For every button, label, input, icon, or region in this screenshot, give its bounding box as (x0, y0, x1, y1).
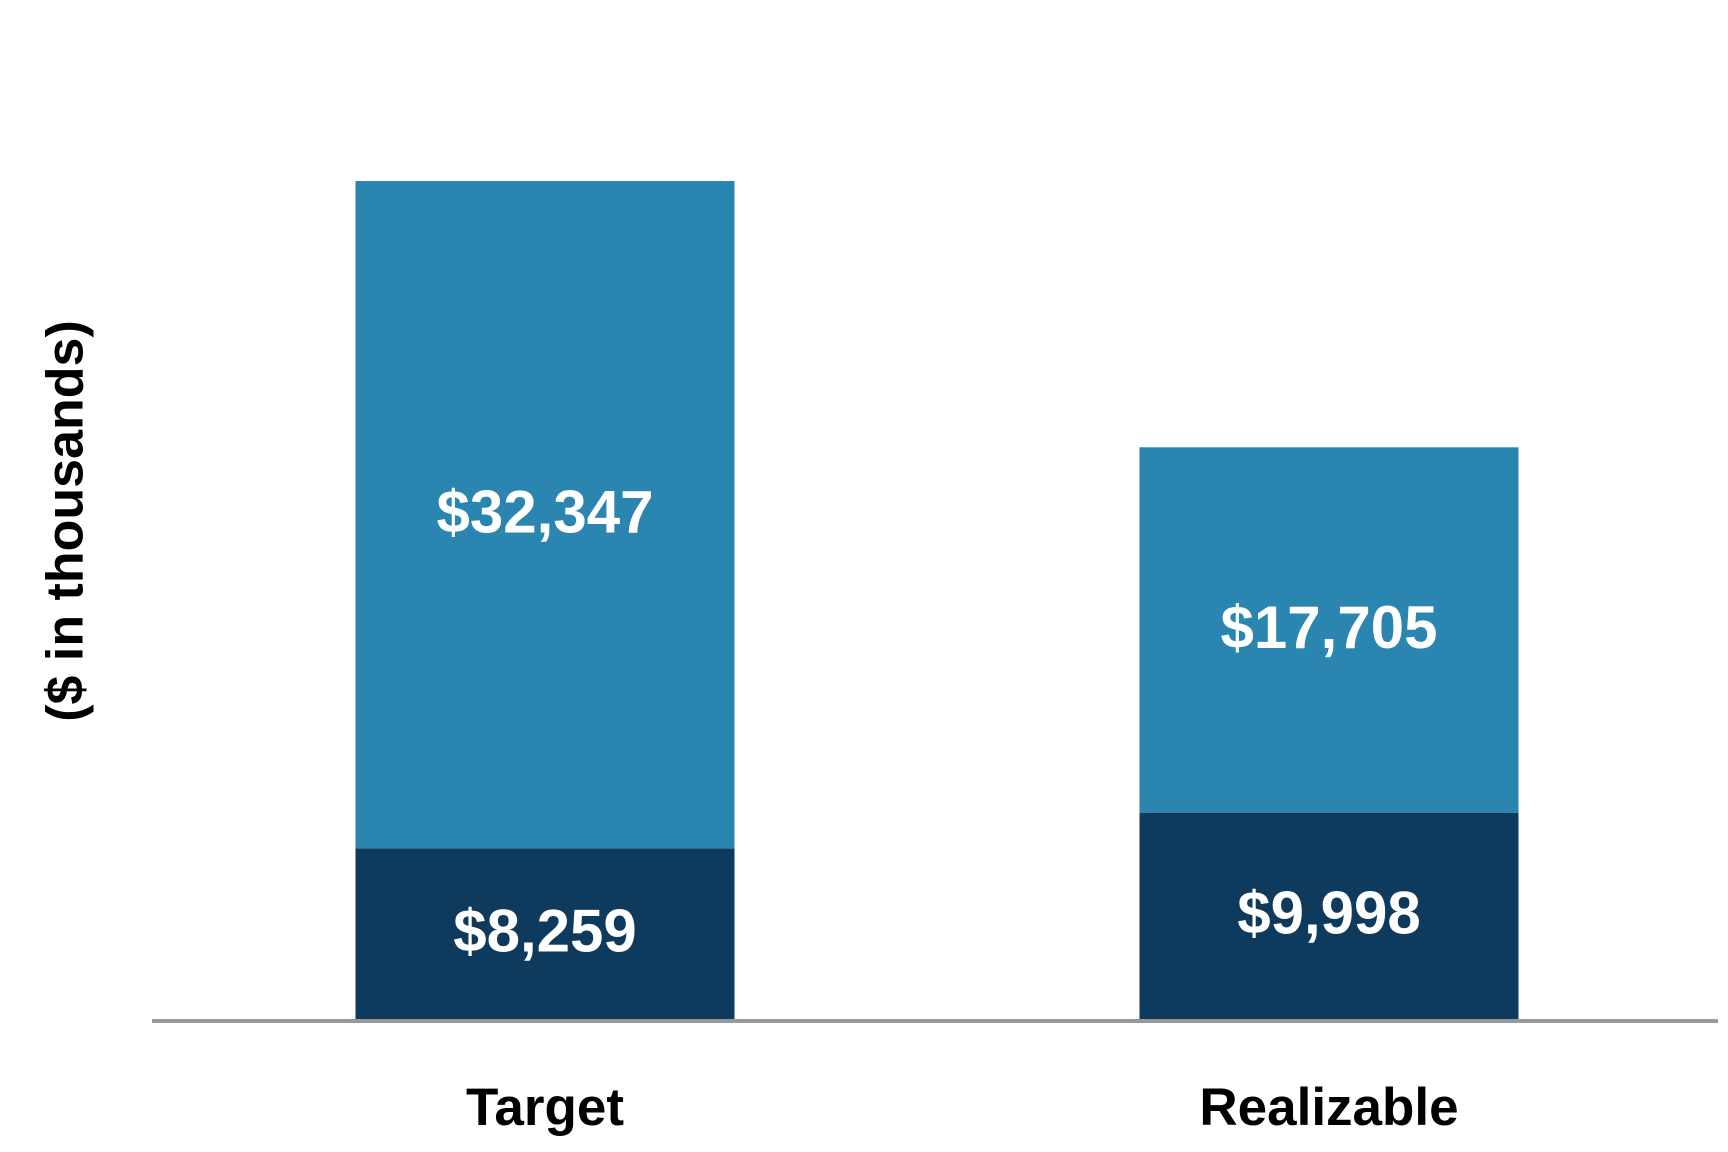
value-label: $9,998 (1237, 880, 1421, 947)
x-tick-label: Realizable (1199, 1078, 1458, 1137)
y-axis-label: ($ in thousands) (37, 320, 95, 722)
bar-segment (1139, 447, 1519, 813)
value-label: $17,705 (1221, 594, 1438, 661)
bar-segment (355, 181, 735, 849)
bar-segment (1139, 812, 1519, 1019)
value-label: $32,347 (437, 479, 654, 546)
bar-segment (355, 848, 735, 1019)
value-label: $8,259 (453, 898, 637, 965)
x-tick-label: Target (466, 1078, 624, 1137)
